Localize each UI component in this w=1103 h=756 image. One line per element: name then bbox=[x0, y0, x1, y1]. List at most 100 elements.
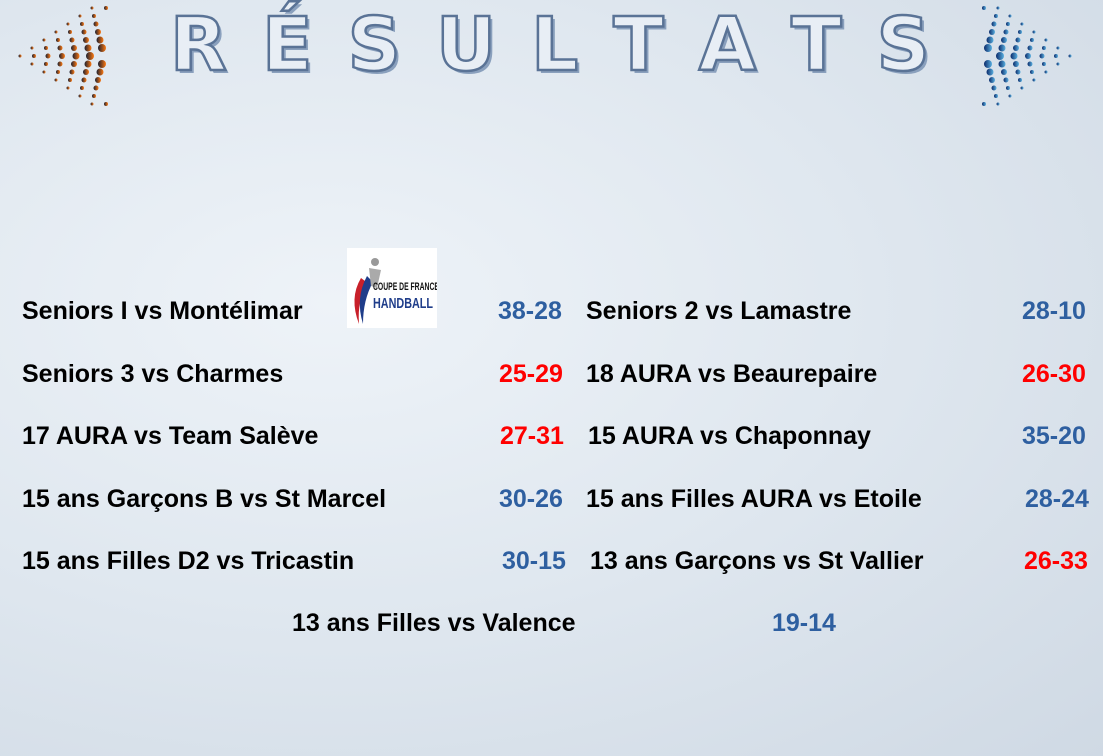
dot bbox=[1001, 69, 1007, 75]
dot bbox=[1015, 69, 1021, 75]
dot bbox=[44, 46, 48, 50]
logo-text-coupe-de-france: COUPE DE FRANCE bbox=[373, 281, 437, 293]
dot bbox=[1032, 30, 1036, 34]
dot bbox=[986, 36, 994, 44]
dot bbox=[71, 61, 77, 67]
dot bbox=[81, 29, 87, 35]
dot bbox=[68, 30, 72, 34]
dot bbox=[1027, 45, 1033, 51]
dot bbox=[1015, 37, 1021, 43]
match-score: 30-26 bbox=[499, 485, 563, 513]
match-score: 28-24 bbox=[1025, 485, 1089, 513]
dot bbox=[991, 85, 997, 91]
dot bbox=[92, 94, 96, 98]
dot bbox=[1042, 46, 1046, 50]
dot bbox=[95, 29, 101, 35]
dot bbox=[96, 36, 104, 44]
dot bbox=[996, 102, 1000, 106]
match-score: 26-33 bbox=[1024, 547, 1088, 575]
title-letter: L bbox=[530, 1, 580, 90]
dot bbox=[32, 54, 36, 58]
match-score: 38-28 bbox=[498, 297, 562, 325]
dot bbox=[1068, 54, 1072, 58]
match-label: 17 AURA vs Team Salève bbox=[22, 422, 319, 450]
dot bbox=[96, 68, 104, 76]
title-letter: R bbox=[169, 1, 228, 90]
match-label: Seniors 2 vs Lamastre bbox=[586, 297, 852, 325]
title-letter: T bbox=[790, 1, 843, 90]
dot bbox=[69, 37, 75, 43]
dot bbox=[991, 21, 997, 27]
dot bbox=[986, 68, 994, 76]
title-letter: T bbox=[612, 1, 665, 90]
dot bbox=[69, 69, 75, 75]
dot bbox=[44, 62, 48, 66]
dot bbox=[984, 60, 992, 68]
dot bbox=[1042, 62, 1046, 66]
match-label: Seniors I vs Montélimar bbox=[22, 297, 303, 325]
dot bbox=[1056, 62, 1060, 66]
dot bbox=[1025, 53, 1031, 59]
match-score: 28-10 bbox=[1022, 297, 1086, 325]
dot bbox=[1032, 78, 1036, 82]
match-label: Seniors 3 vs Charmes bbox=[22, 360, 284, 388]
title-letter: S bbox=[346, 1, 402, 90]
dot bbox=[98, 44, 106, 52]
dot bbox=[1054, 54, 1058, 58]
dot bbox=[71, 45, 77, 51]
dot bbox=[86, 52, 94, 60]
dot bbox=[1018, 30, 1022, 34]
dot bbox=[45, 53, 51, 59]
dot bbox=[1030, 70, 1034, 74]
match-label: 18 AURA vs Beaurepaire bbox=[586, 360, 878, 388]
dot bbox=[1027, 61, 1033, 67]
dot bbox=[92, 14, 96, 18]
dot bbox=[54, 30, 58, 34]
dot bbox=[104, 6, 108, 10]
dot bbox=[982, 6, 986, 10]
dot bbox=[998, 44, 1006, 52]
blue-arrow-decoration bbox=[982, 6, 1072, 106]
title-letter: S bbox=[875, 1, 931, 90]
dot bbox=[1039, 53, 1045, 59]
dot bbox=[998, 60, 1006, 68]
title-letter: U bbox=[435, 1, 498, 90]
dot bbox=[84, 60, 92, 68]
dot bbox=[994, 94, 998, 98]
dot bbox=[30, 62, 34, 66]
dot bbox=[84, 44, 92, 52]
dot bbox=[80, 22, 84, 26]
dot bbox=[68, 78, 72, 82]
dot bbox=[984, 44, 992, 52]
dot bbox=[95, 77, 101, 83]
match-score: 19-14 bbox=[772, 609, 836, 637]
orange-arrow-decoration bbox=[18, 6, 108, 106]
dot bbox=[989, 77, 995, 83]
title-letter: É bbox=[261, 1, 314, 90]
dot bbox=[30, 46, 34, 50]
dot bbox=[1013, 61, 1019, 67]
dot bbox=[994, 14, 998, 18]
match-label: 13 ans Garçons vs St Vallier bbox=[590, 547, 924, 575]
dot bbox=[1003, 77, 1009, 83]
match-score: 25-29 bbox=[499, 360, 563, 388]
dot bbox=[83, 37, 89, 43]
title-letter: A bbox=[698, 1, 758, 90]
dot bbox=[93, 85, 99, 91]
dot bbox=[1044, 38, 1048, 42]
dot bbox=[57, 45, 63, 51]
dot bbox=[982, 102, 986, 106]
dot bbox=[42, 38, 46, 42]
match-score: 35-20 bbox=[1022, 422, 1086, 450]
dot bbox=[90, 6, 94, 10]
match-score: 30-15 bbox=[502, 547, 566, 575]
dot bbox=[93, 21, 99, 27]
dot bbox=[78, 94, 82, 98]
dot bbox=[1003, 29, 1009, 35]
dot bbox=[81, 77, 87, 83]
match-label: 15 ans Filles AURA vs Etoile bbox=[586, 485, 922, 513]
dot bbox=[83, 69, 89, 75]
dot bbox=[18, 54, 22, 58]
dot bbox=[1008, 94, 1012, 98]
